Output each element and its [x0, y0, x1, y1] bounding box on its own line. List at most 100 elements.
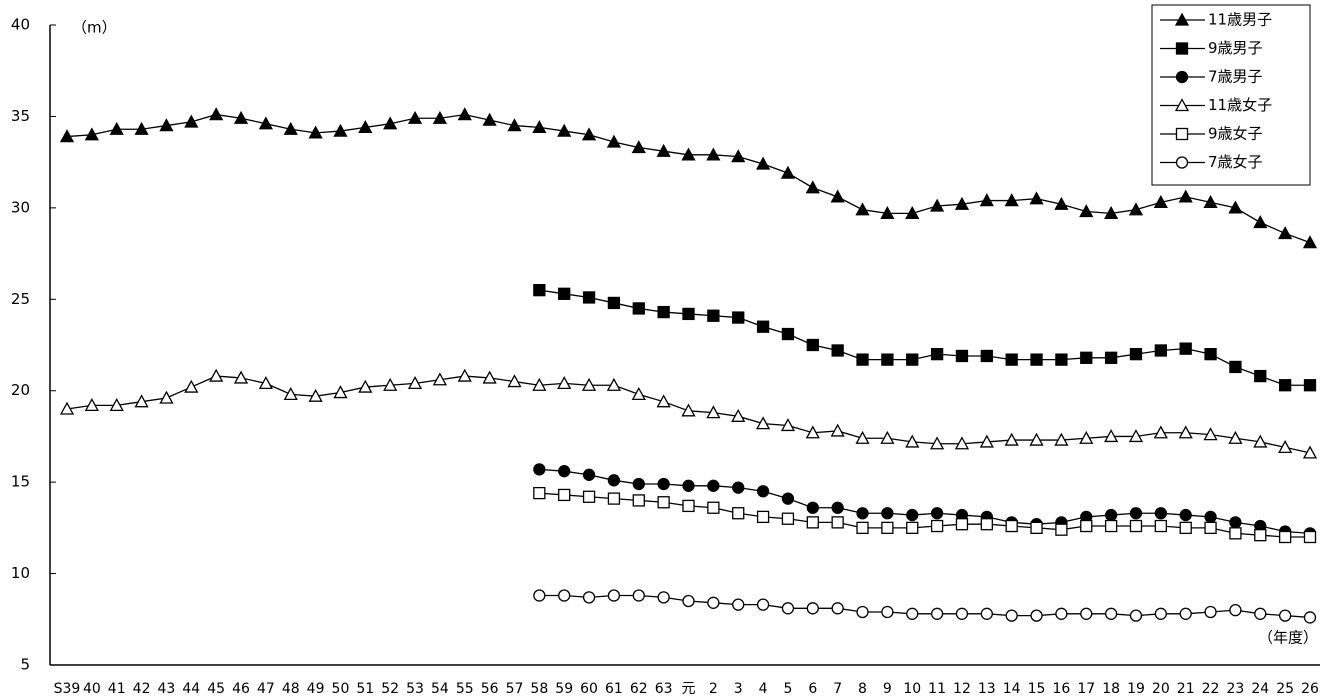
data-point — [1179, 342, 1192, 355]
x-tick-label: 54 — [431, 681, 449, 697]
data-point — [1278, 226, 1293, 240]
data-point — [632, 494, 645, 507]
data-point — [1029, 191, 1044, 205]
data-point — [1204, 347, 1217, 361]
data-point — [756, 598, 770, 611]
data-point — [1278, 530, 1292, 544]
data-point — [109, 121, 124, 135]
data-point — [383, 116, 398, 130]
data-point — [955, 607, 969, 620]
data-point — [333, 123, 348, 137]
data-point — [1179, 607, 1192, 620]
data-point — [1278, 440, 1293, 454]
data-point — [906, 607, 919, 620]
data-point — [1054, 432, 1069, 446]
data-point — [831, 501, 844, 514]
data-point — [1004, 193, 1019, 207]
data-point — [507, 374, 522, 388]
data-point — [457, 368, 472, 382]
data-point — [732, 481, 745, 494]
data-point — [159, 118, 174, 132]
data-point — [1254, 529, 1267, 542]
data-point — [1178, 189, 1193, 203]
data-point — [1153, 425, 1168, 439]
y-tick-label: 10 — [11, 564, 30, 582]
x-tick-label: 55 — [456, 681, 474, 697]
data-point — [606, 377, 622, 391]
x-tick-label: 元 — [682, 681, 696, 697]
data-point — [1303, 611, 1317, 624]
data-point — [184, 379, 199, 393]
data-point — [856, 605, 869, 619]
legend-label: 11歳男子 — [1208, 11, 1272, 29]
data-point — [407, 110, 423, 124]
data-point — [1129, 347, 1143, 361]
x-tick-label: 61 — [605, 681, 623, 697]
legend-label: 9歳男子 — [1208, 39, 1263, 57]
data-point — [732, 311, 745, 324]
legend-label: 7歳男子 — [1208, 68, 1263, 86]
data-point — [432, 372, 447, 386]
data-point — [59, 129, 75, 143]
data-point — [607, 296, 621, 310]
data-point — [457, 107, 472, 121]
data-point — [1129, 519, 1143, 533]
data-point — [979, 193, 994, 207]
x-tick-label: 47 — [257, 681, 275, 697]
data-point — [930, 198, 945, 212]
data-point — [731, 408, 746, 422]
data-point — [507, 118, 522, 132]
data-point — [930, 607, 944, 620]
x-tick-label: 63 — [655, 681, 673, 697]
x-tick-label: 42 — [133, 681, 151, 697]
data-point — [1229, 603, 1242, 617]
x-tick-label: 62 — [630, 681, 648, 697]
data-point — [781, 512, 795, 525]
x-tick-label: 53 — [406, 681, 424, 697]
data-point — [732, 507, 745, 520]
data-point — [781, 492, 795, 505]
data-point — [656, 394, 671, 408]
data-point — [159, 390, 174, 404]
data-point — [881, 605, 894, 619]
data-point — [831, 602, 844, 615]
data-point — [134, 394, 149, 408]
legend-marker — [1174, 12, 1190, 26]
data-point — [1129, 609, 1143, 622]
data-point — [582, 468, 596, 481]
x-tick-label: 15 — [1028, 681, 1046, 697]
x-tick-label: 23 — [1227, 681, 1245, 697]
data-point — [1204, 521, 1217, 535]
x-tick-label: 7 — [833, 681, 842, 697]
data-point — [781, 327, 795, 341]
data-point — [1228, 430, 1243, 444]
data-point — [1178, 425, 1193, 439]
data-point — [533, 486, 546, 500]
data-point — [881, 353, 894, 366]
data-point — [1253, 434, 1268, 448]
legend-label: 11歳女子 — [1208, 96, 1272, 114]
x-tick-label: S39 — [54, 681, 81, 697]
x-tick-label: 24 — [1251, 681, 1269, 697]
data-point — [930, 347, 944, 361]
data-point — [706, 405, 721, 419]
data-point — [308, 125, 323, 139]
data-point — [582, 591, 596, 604]
data-point — [1030, 353, 1043, 366]
data-point — [1204, 605, 1217, 619]
data-point — [1154, 607, 1167, 620]
x-tick-label: 11 — [928, 681, 946, 697]
x-tick-label: 25 — [1276, 681, 1294, 697]
x-tick-label: 50 — [332, 681, 350, 697]
data-point — [855, 430, 870, 444]
x-tick-label: 3 — [734, 681, 743, 697]
data-point — [756, 485, 770, 498]
data-point — [533, 589, 546, 602]
data-point — [707, 309, 720, 322]
data-point — [134, 121, 149, 135]
data-point — [657, 591, 670, 604]
data-point — [682, 307, 695, 321]
data-point — [856, 507, 869, 520]
legend-label: 7歳女子 — [1208, 153, 1263, 171]
